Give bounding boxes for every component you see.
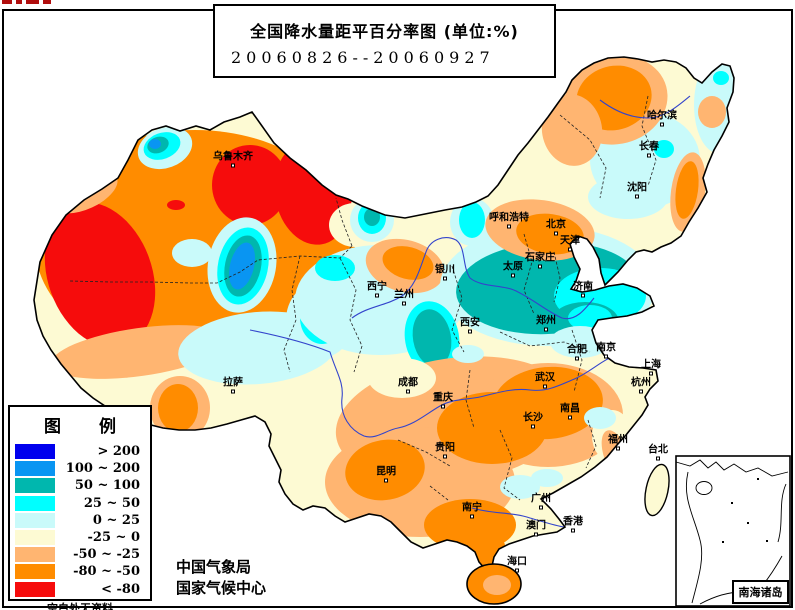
legend-label: 0 ~ 25 [92,512,140,528]
date-range: 20060826--20060927 [231,48,495,67]
legend-item: > 200 [10,443,150,460]
legend-swatch [15,444,55,460]
legend-label: -25 ~ 0 [87,530,140,546]
map-title: 全国降水量距平百分率图 (单位:%) [250,22,519,41]
legend-swatch [15,478,55,494]
legend-item: < -80 [10,581,150,598]
legend-swatch [15,530,55,546]
province-boundaries [69,95,657,501]
china-coastline [33,56,735,572]
legend-label: < -80 [101,581,140,597]
legend-swatch [15,564,55,580]
legend-item: 0 ~ 25 [10,512,150,529]
legend-label: > 200 [97,444,140,460]
agency-credit: 中国气象局 国家气候中心 [176,557,266,599]
hainan-island [466,563,522,605]
legend-item: -50 ~ -25 [10,546,150,563]
taiwan-island [644,463,670,517]
legend-label: 50 ~ 100 [74,478,140,494]
agency-line1: 中国气象局 [176,558,252,576]
legend-item: -80 ~ -50 [10,563,150,580]
legend-swatch [15,512,55,528]
songhua-river [599,95,691,119]
legend-label: -50 ~ -25 [73,547,140,563]
yangtze-river [249,329,657,438]
legend-header: 图例 [44,417,154,437]
legend-item: 100 ~ 200 [10,460,150,477]
legend-box: 图例 > 200 100 ~ 200 50 ~ 100 25 ~ 50 0 ~ 25 -2… [8,405,154,610]
legend-label: -80 ~ -50 [73,564,140,580]
inset-label: 南海诸岛 [732,580,789,604]
legend-footnote: 空白处无资料 [47,601,113,610]
rivers [249,95,691,528]
title-box: 全国降水量距平百分率图 (单位:%) 20060826--20060927 [213,4,556,78]
pearl-river [471,507,565,528]
legend-item: 50 ~ 100 [10,477,150,494]
agency-line2: 国家气候中心 [176,579,267,597]
legend-swatch [15,581,55,597]
legend-swatch [15,547,55,563]
yellow-river [351,237,595,320]
cropped-red-text-fragment [2,0,51,4]
legend-swatch [15,461,55,477]
legend-item: -25 ~ 0 [10,529,150,546]
legend-label: 25 ~ 50 [83,495,140,511]
legend-rows: > 200 100 ~ 200 50 ~ 100 25 ~ 50 0 ~ 25 -25 ~… [10,443,150,598]
legend-swatch [15,495,55,511]
legend-item: 25 ~ 50 [10,495,150,512]
legend-label: 100 ~ 200 [65,461,140,477]
